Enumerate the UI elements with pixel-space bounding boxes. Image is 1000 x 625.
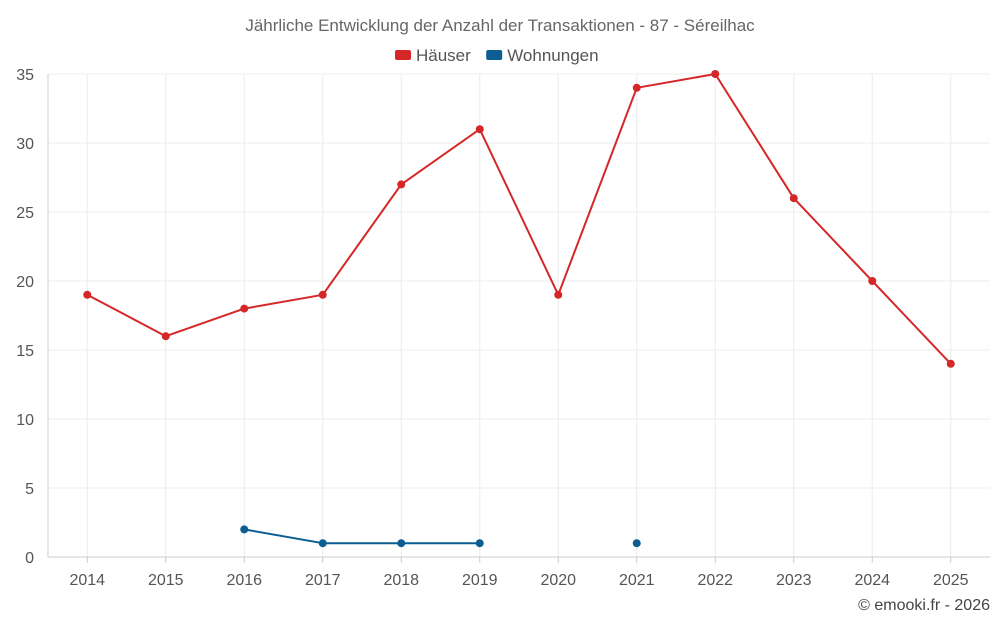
- y-tick-label: 30: [16, 136, 34, 153]
- y-tick-label: 20: [16, 274, 34, 291]
- x-tick-label: 2020: [540, 572, 576, 589]
- y-tick-label: 0: [25, 550, 34, 567]
- data-point[interactable]: [397, 539, 406, 548]
- legend-item-wohnungen[interactable]: Wohnungen: [486, 46, 599, 65]
- y-tick-label: 10: [16, 412, 34, 429]
- chart-title: Jährliche Entwicklung der Anzahl der Tra…: [245, 16, 755, 35]
- legend-swatch: [395, 50, 411, 60]
- legend-label: Wohnungen: [507, 46, 598, 65]
- credit-text: © emooki.fr - 2026: [858, 597, 990, 614]
- data-point[interactable]: [632, 539, 641, 548]
- series-line: [86, 73, 952, 365]
- y-tick-label: 25: [16, 205, 34, 222]
- x-tick-label: 2021: [619, 572, 655, 589]
- data-point[interactable]: [789, 194, 798, 203]
- data-point[interactable]: [397, 180, 406, 189]
- data-point[interactable]: [318, 539, 327, 548]
- x-tick-label: 2018: [383, 572, 419, 589]
- x-tick-label: 2015: [148, 572, 184, 589]
- x-tick-label: 2016: [226, 572, 262, 589]
- x-tick-label: 2014: [69, 572, 105, 589]
- data-point[interactable]: [946, 359, 955, 368]
- data-point[interactable]: [475, 125, 484, 134]
- series-haeuser: [83, 70, 955, 368]
- series-line: [244, 528, 480, 545]
- x-tick-label: 2017: [305, 572, 341, 589]
- data-point[interactable]: [240, 304, 249, 313]
- y-tick-label: 15: [16, 343, 34, 360]
- y-tick-label: 5: [25, 481, 34, 498]
- legend-item-haeuser[interactable]: Häuser: [395, 46, 471, 65]
- legend-swatch: [486, 50, 503, 60]
- data-point[interactable]: [554, 290, 563, 299]
- data-point[interactable]: [711, 70, 720, 78]
- legend: Häuser Wohnungen: [395, 46, 599, 65]
- series-layer: [83, 70, 955, 548]
- data-point[interactable]: [475, 539, 484, 548]
- x-tick-label: 2023: [776, 572, 812, 589]
- data-point[interactable]: [632, 83, 641, 92]
- data-point[interactable]: [868, 277, 877, 285]
- data-point[interactable]: [83, 290, 92, 299]
- y-tick-label: 35: [16, 67, 34, 84]
- x-tick-label: 2019: [462, 572, 498, 589]
- series-wohnungen: [240, 525, 641, 548]
- x-tick-label: 2024: [854, 572, 890, 589]
- legend-label: Häuser: [416, 46, 471, 65]
- x-tick-label: 2022: [697, 572, 733, 589]
- data-point[interactable]: [161, 332, 170, 341]
- data-point[interactable]: [318, 290, 327, 299]
- x-tick-label: 2025: [933, 572, 969, 589]
- grid-lines: [48, 73, 990, 557]
- data-point[interactable]: [240, 525, 249, 534]
